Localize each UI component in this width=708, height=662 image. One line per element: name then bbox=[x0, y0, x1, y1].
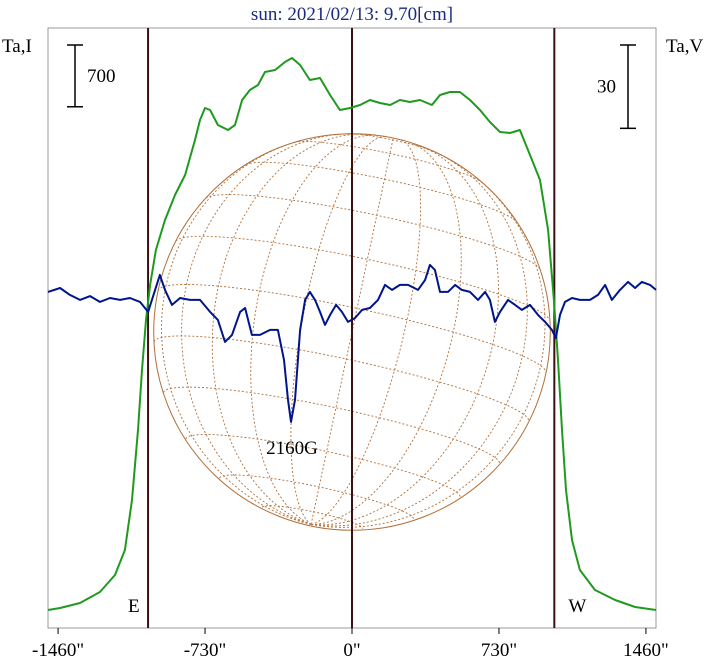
y-axis-label: Ta,I bbox=[2, 36, 32, 57]
x-tick-label: 1460" bbox=[623, 640, 669, 661]
parallel bbox=[175, 235, 551, 321]
series-line bbox=[47, 263, 657, 423]
meridian bbox=[161, 139, 312, 525]
annotation: 2160G bbox=[266, 438, 318, 459]
meridian bbox=[181, 133, 349, 525]
x-tick-label: -1460" bbox=[32, 640, 84, 661]
meridian bbox=[290, 136, 386, 525]
parallel bbox=[348, 133, 436, 153]
chart-title: sun: 2021/02/13: 9.70[cm] bbox=[251, 4, 453, 25]
x-tick-label: 0" bbox=[343, 640, 360, 661]
parallel bbox=[245, 161, 518, 223]
meridian bbox=[310, 138, 394, 525]
x-tick-label: -730" bbox=[184, 640, 227, 661]
parallel bbox=[294, 141, 483, 183]
parallel bbox=[219, 474, 414, 520]
meridian bbox=[311, 175, 546, 528]
scale-label: 30 bbox=[597, 77, 616, 98]
parallel bbox=[261, 505, 364, 529]
meridian bbox=[311, 141, 462, 525]
series-line bbox=[47, 57, 657, 611]
meridian bbox=[211, 133, 365, 525]
limb-label: W bbox=[568, 596, 586, 617]
parallel bbox=[153, 335, 530, 422]
meridian bbox=[310, 139, 422, 525]
meridian bbox=[311, 151, 528, 527]
y2-axis-label: Ta,V bbox=[666, 36, 703, 57]
limb-label: E bbox=[128, 596, 140, 617]
meridian bbox=[250, 134, 378, 525]
x-tick-label: 730" bbox=[481, 640, 517, 661]
parallel bbox=[163, 386, 500, 464]
parallel bbox=[185, 434, 461, 498]
parallel bbox=[205, 194, 541, 270]
scale-label: 700 bbox=[87, 66, 116, 87]
meridian bbox=[311, 145, 499, 526]
